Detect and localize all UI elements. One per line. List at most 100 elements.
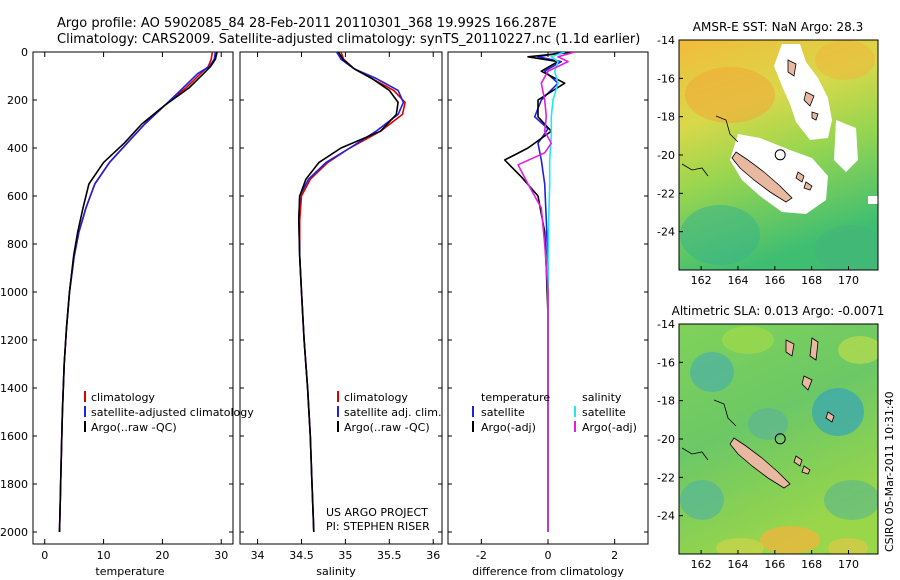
lon-tick-label: 170: [838, 558, 859, 571]
lon-tick-label: 166: [764, 558, 785, 571]
figure-title-line2: Climatology: CARS2009. Satellite-adjuste…: [57, 32, 640, 47]
warm-patch: [685, 67, 775, 123]
low-anomaly: [748, 408, 788, 440]
depth-tick-label: 1200: [0, 334, 28, 347]
temperature-x-axis: 0 10 20 30: [33, 51, 233, 562]
reef-contour: [715, 115, 739, 143]
legend-swatch-cyan: [574, 406, 576, 417]
x-tick-label: 35: [338, 549, 352, 562]
sla-map-field: [679, 324, 878, 554]
legend-swatch-blue: [472, 406, 474, 417]
timestamp-stamp: CSIRO 05-Mar-2011 10:31:40: [883, 391, 896, 552]
nan-region: [868, 196, 878, 204]
argo-float-marker: [774, 149, 786, 161]
sst-map-title: AMSR-E SST: NaN Argo: 28.3: [693, 20, 863, 34]
loyalty-island: [803, 181, 813, 191]
legend-swatch-magenta: [574, 421, 576, 432]
depth-tick-label: 1000: [0, 286, 28, 299]
argo-float-marker: [774, 433, 786, 445]
cool-patch: [680, 205, 760, 265]
depth-tick-label: 1600: [0, 430, 28, 443]
legend-swatch-red: [84, 391, 86, 402]
series-line-black: [58, 52, 218, 533]
vanuatu-island: [803, 91, 815, 107]
warm-patch: [815, 40, 875, 80]
depth-tick-label: 2000: [0, 526, 28, 539]
legend-label: Argo(-adj): [582, 421, 637, 434]
depth-tick-label: 600: [7, 190, 28, 203]
sla-map-axes: 162 164 166 168 170 -14 -16 -18 -20 -22 -24: [657, 318, 859, 571]
temperature-legend: climatology satellite-adjusted climatolo…: [84, 391, 254, 434]
legend-header-temperature: temperature: [481, 391, 550, 404]
legend-label: Argo(..raw -QC): [344, 421, 430, 434]
legend-label: Argo(..raw -QC): [91, 421, 177, 434]
difference-xlabel: difference from climatology: [472, 565, 624, 578]
depth-tick-label: 0: [21, 46, 28, 59]
series-line-black: [297, 52, 399, 533]
high-anomaly: [828, 538, 868, 554]
depth-tick-label: 1400: [0, 382, 28, 395]
vanuatu-island: [801, 375, 813, 391]
low-anomaly: [680, 480, 724, 520]
vanuatu-island: [825, 411, 835, 423]
legend-label: climatology: [344, 391, 408, 404]
lat-tick-label: -24: [657, 510, 675, 523]
lat-tick-label: -16: [657, 356, 675, 369]
depth-axis: 0 200 400 600 800 1000 1200 1400 1600 1800 2000: [0, 46, 28, 539]
lon-tick-label: 166: [764, 274, 785, 287]
lat-tick-label: -14: [657, 34, 675, 47]
salinity-xlabel: salinity: [316, 565, 356, 578]
reef-contour: [713, 399, 737, 427]
x-tick-label: 10: [97, 549, 111, 562]
depth-tick-label: 400: [7, 142, 28, 155]
legend-label: satellite: [481, 406, 525, 419]
lat-tick-label: -20: [657, 149, 675, 162]
lon-tick-label: 164: [727, 558, 748, 571]
difference-legend: temperature salinity satellite Argo(-adj…: [472, 391, 637, 434]
lon-tick-label: 162: [691, 558, 712, 571]
lat-tick-label: -20: [657, 433, 675, 446]
lat-tick-label: -18: [657, 395, 675, 408]
difference-series: [503, 52, 575, 532]
x-tick-label: 20: [155, 549, 169, 562]
vanuatu-island: [811, 111, 819, 121]
loyalty-island: [801, 465, 811, 475]
legend-swatch-blue: [84, 406, 86, 417]
salinity-axes: [239, 51, 443, 545]
lon-tick-label: 162: [691, 274, 712, 287]
x-tick-label: 34.5: [289, 549, 314, 562]
high-anomaly: [722, 326, 774, 354]
legend-label: satellite adj. clim.: [344, 406, 441, 419]
lat-tick-label: -14: [657, 318, 675, 331]
depth-tick-label: 1800: [0, 478, 28, 491]
x-tick-label: 2: [611, 549, 618, 562]
x-tick-label: 0: [41, 549, 48, 562]
low-anomaly: [812, 388, 864, 436]
vanuatu-island: [787, 59, 797, 77]
legend-label: Argo(-adj): [481, 421, 536, 434]
x-tick-label: -2: [476, 549, 487, 562]
legend-label: satellite: [582, 406, 626, 419]
lat-tick-label: -18: [657, 111, 675, 124]
nan-region: [730, 134, 828, 214]
sst-map-field: [679, 40, 878, 270]
vanuatu-island: [785, 339, 795, 357]
high-anomaly: [760, 526, 820, 554]
temperature-series: [58, 52, 218, 533]
x-tick-label: 30: [214, 549, 228, 562]
salinity-legend: climatology satellite adj. clim. Argo(..…: [326, 391, 441, 533]
legend-swatch-black: [472, 421, 474, 432]
x-tick-label: 0: [545, 549, 552, 562]
temperature-axes: [32, 51, 234, 545]
loyalty-island: [795, 171, 805, 183]
temperature-xlabel: temperature: [95, 565, 164, 578]
x-tick-label: 34: [251, 549, 265, 562]
x-tick-label: 35.5: [377, 549, 402, 562]
high-anomaly: [838, 336, 878, 364]
legend-label: climatology: [91, 391, 155, 404]
lat-tick-label: -16: [657, 72, 675, 85]
high-anomaly: [716, 538, 764, 554]
pi-credit: PI: STEPHEN RISER: [326, 520, 430, 533]
depth-tick-label: 800: [7, 238, 28, 251]
